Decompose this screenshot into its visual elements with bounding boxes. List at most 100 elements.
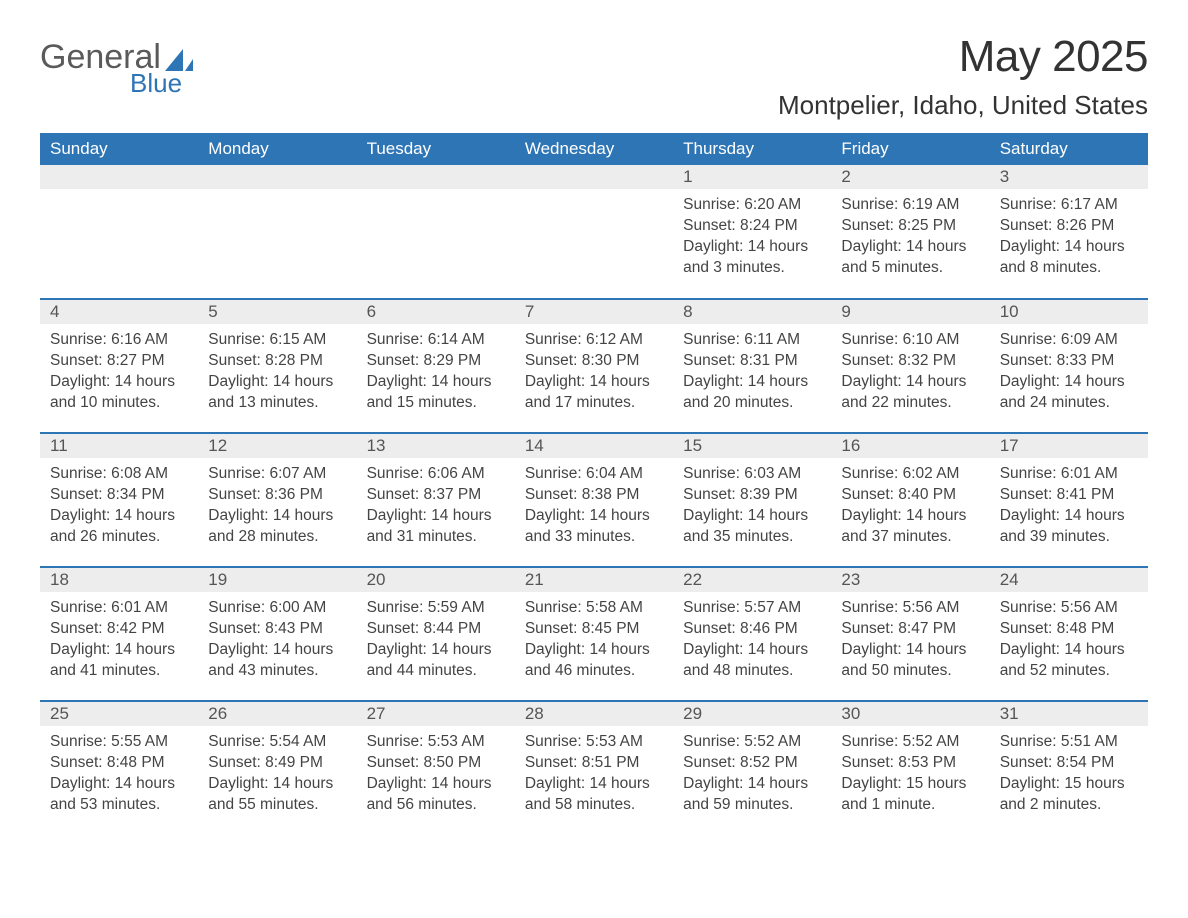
daylight-line: Daylight: 14 hours and 26 minutes. (50, 506, 188, 548)
day-number: 9 (831, 300, 989, 324)
sunset-value: 8:29 PM (423, 352, 481, 369)
day-number: 21 (515, 568, 673, 592)
daylight-label: Daylight: (208, 775, 273, 792)
calendar-day-cell: 31Sunrise: 5:51 AMSunset: 8:54 PMDayligh… (990, 701, 1148, 835)
calendar-day-cell: 11Sunrise: 6:08 AMSunset: 8:34 PMDayligh… (40, 433, 198, 567)
calendar-day-cell (198, 165, 356, 299)
sunset-line: Sunset: 8:38 PM (525, 485, 663, 506)
sunrise-value: 6:03 AM (744, 465, 801, 482)
sunrise-label: Sunrise: (1000, 599, 1061, 616)
sunset-value: 8:41 PM (1057, 486, 1115, 503)
daylight-label: Daylight: (683, 238, 748, 255)
sunrise-value: 5:57 AM (744, 599, 801, 616)
day-content: Sunrise: 6:01 AMSunset: 8:41 PMDaylight:… (990, 458, 1148, 552)
sunset-value: 8:31 PM (740, 352, 798, 369)
daylight-label: Daylight: (1000, 507, 1065, 524)
weekday-header: Friday (831, 133, 989, 165)
daylight-line: Daylight: 14 hours and 48 minutes. (683, 640, 821, 682)
sunset-value: 8:34 PM (107, 486, 165, 503)
sunset-label: Sunset: (208, 754, 265, 771)
sunrise-value: 6:17 AM (1061, 196, 1118, 213)
sunrise-label: Sunrise: (50, 331, 111, 348)
calendar-day-cell: 28Sunrise: 5:53 AMSunset: 8:51 PMDayligh… (515, 701, 673, 835)
calendar-day-cell: 9Sunrise: 6:10 AMSunset: 8:32 PMDaylight… (831, 299, 989, 433)
sunset-line: Sunset: 8:30 PM (525, 351, 663, 372)
calendar-week-row: 18Sunrise: 6:01 AMSunset: 8:42 PMDayligh… (40, 567, 1148, 701)
sunset-value: 8:45 PM (582, 620, 640, 637)
sunset-value: 8:44 PM (423, 620, 481, 637)
sunrise-label: Sunrise: (683, 599, 744, 616)
calendar-day-cell: 30Sunrise: 5:52 AMSunset: 8:53 PMDayligh… (831, 701, 989, 835)
sunrise-value: 6:01 AM (1061, 465, 1118, 482)
sunset-label: Sunset: (50, 620, 107, 637)
sunset-label: Sunset: (841, 217, 898, 234)
sunset-line: Sunset: 8:40 PM (841, 485, 979, 506)
sunrise-label: Sunrise: (683, 196, 744, 213)
daylight-line: Daylight: 14 hours and 35 minutes. (683, 506, 821, 548)
weekday-header: Sunday (40, 133, 198, 165)
daylight-label: Daylight: (208, 641, 273, 658)
sunrise-line: Sunrise: 6:10 AM (841, 330, 979, 351)
sunset-value: 8:46 PM (740, 620, 798, 637)
sunrise-value: 6:12 AM (586, 331, 643, 348)
weekday-header: Tuesday (357, 133, 515, 165)
calendar-day-cell: 20Sunrise: 5:59 AMSunset: 8:44 PMDayligh… (357, 567, 515, 701)
sunrise-line: Sunrise: 6:06 AM (367, 464, 505, 485)
sunrise-label: Sunrise: (1000, 733, 1061, 750)
sunset-line: Sunset: 8:48 PM (1000, 619, 1138, 640)
day-content: Sunrise: 6:01 AMSunset: 8:42 PMDaylight:… (40, 592, 198, 686)
sunset-line: Sunset: 8:50 PM (367, 753, 505, 774)
sunrise-line: Sunrise: 6:20 AM (683, 195, 821, 216)
sunrise-label: Sunrise: (841, 733, 902, 750)
sunset-label: Sunset: (367, 486, 424, 503)
sunrise-line: Sunrise: 6:04 AM (525, 464, 663, 485)
daylight-line: Daylight: 14 hours and 10 minutes. (50, 372, 188, 414)
sunset-line: Sunset: 8:33 PM (1000, 351, 1138, 372)
sunrise-value: 6:20 AM (744, 196, 801, 213)
sunset-value: 8:39 PM (740, 486, 798, 503)
sunrise-label: Sunrise: (50, 733, 111, 750)
daylight-label: Daylight: (841, 373, 906, 390)
sunrise-value: 5:53 AM (586, 733, 643, 750)
day-number: 1 (673, 165, 831, 189)
day-number-empty (515, 165, 673, 189)
daylight-label: Daylight: (1000, 373, 1065, 390)
sunset-line: Sunset: 8:26 PM (1000, 216, 1138, 237)
sunrise-label: Sunrise: (208, 599, 269, 616)
sunset-label: Sunset: (50, 486, 107, 503)
day-content: Sunrise: 5:56 AMSunset: 8:48 PMDaylight:… (990, 592, 1148, 686)
sunset-line: Sunset: 8:54 PM (1000, 753, 1138, 774)
day-number: 22 (673, 568, 831, 592)
day-content: Sunrise: 6:06 AMSunset: 8:37 PMDaylight:… (357, 458, 515, 552)
sunset-value: 8:26 PM (1057, 217, 1115, 234)
sunrise-label: Sunrise: (208, 331, 269, 348)
sunset-label: Sunset: (683, 352, 740, 369)
daylight-line: Daylight: 14 hours and 22 minutes. (841, 372, 979, 414)
day-content: Sunrise: 6:20 AMSunset: 8:24 PMDaylight:… (673, 189, 831, 283)
sunrise-label: Sunrise: (525, 599, 586, 616)
calendar-day-cell: 26Sunrise: 5:54 AMSunset: 8:49 PMDayligh… (198, 701, 356, 835)
logo: General Blue (40, 32, 193, 99)
sunrise-label: Sunrise: (525, 733, 586, 750)
daylight-label: Daylight: (841, 775, 906, 792)
sunset-value: 8:43 PM (265, 620, 323, 637)
calendar-day-cell: 1Sunrise: 6:20 AMSunset: 8:24 PMDaylight… (673, 165, 831, 299)
sunset-label: Sunset: (1000, 754, 1057, 771)
sunrise-line: Sunrise: 6:15 AM (208, 330, 346, 351)
calendar-week-row: 25Sunrise: 5:55 AMSunset: 8:48 PMDayligh… (40, 701, 1148, 835)
sunrise-value: 6:06 AM (428, 465, 485, 482)
day-number: 3 (990, 165, 1148, 189)
sunrise-line: Sunrise: 5:55 AM (50, 732, 188, 753)
sunset-line: Sunset: 8:39 PM (683, 485, 821, 506)
daylight-label: Daylight: (50, 507, 115, 524)
day-content: Sunrise: 6:08 AMSunset: 8:34 PMDaylight:… (40, 458, 198, 552)
daylight-line: Daylight: 14 hours and 59 minutes. (683, 774, 821, 816)
day-number: 19 (198, 568, 356, 592)
calendar-day-cell: 3Sunrise: 6:17 AMSunset: 8:26 PMDaylight… (990, 165, 1148, 299)
sunrise-value: 5:52 AM (744, 733, 801, 750)
sunrise-line: Sunrise: 5:52 AM (841, 732, 979, 753)
logo-text-bottom: Blue (130, 68, 193, 99)
sunrise-value: 6:19 AM (903, 196, 960, 213)
sunrise-label: Sunrise: (50, 465, 111, 482)
sunset-line: Sunset: 8:41 PM (1000, 485, 1138, 506)
